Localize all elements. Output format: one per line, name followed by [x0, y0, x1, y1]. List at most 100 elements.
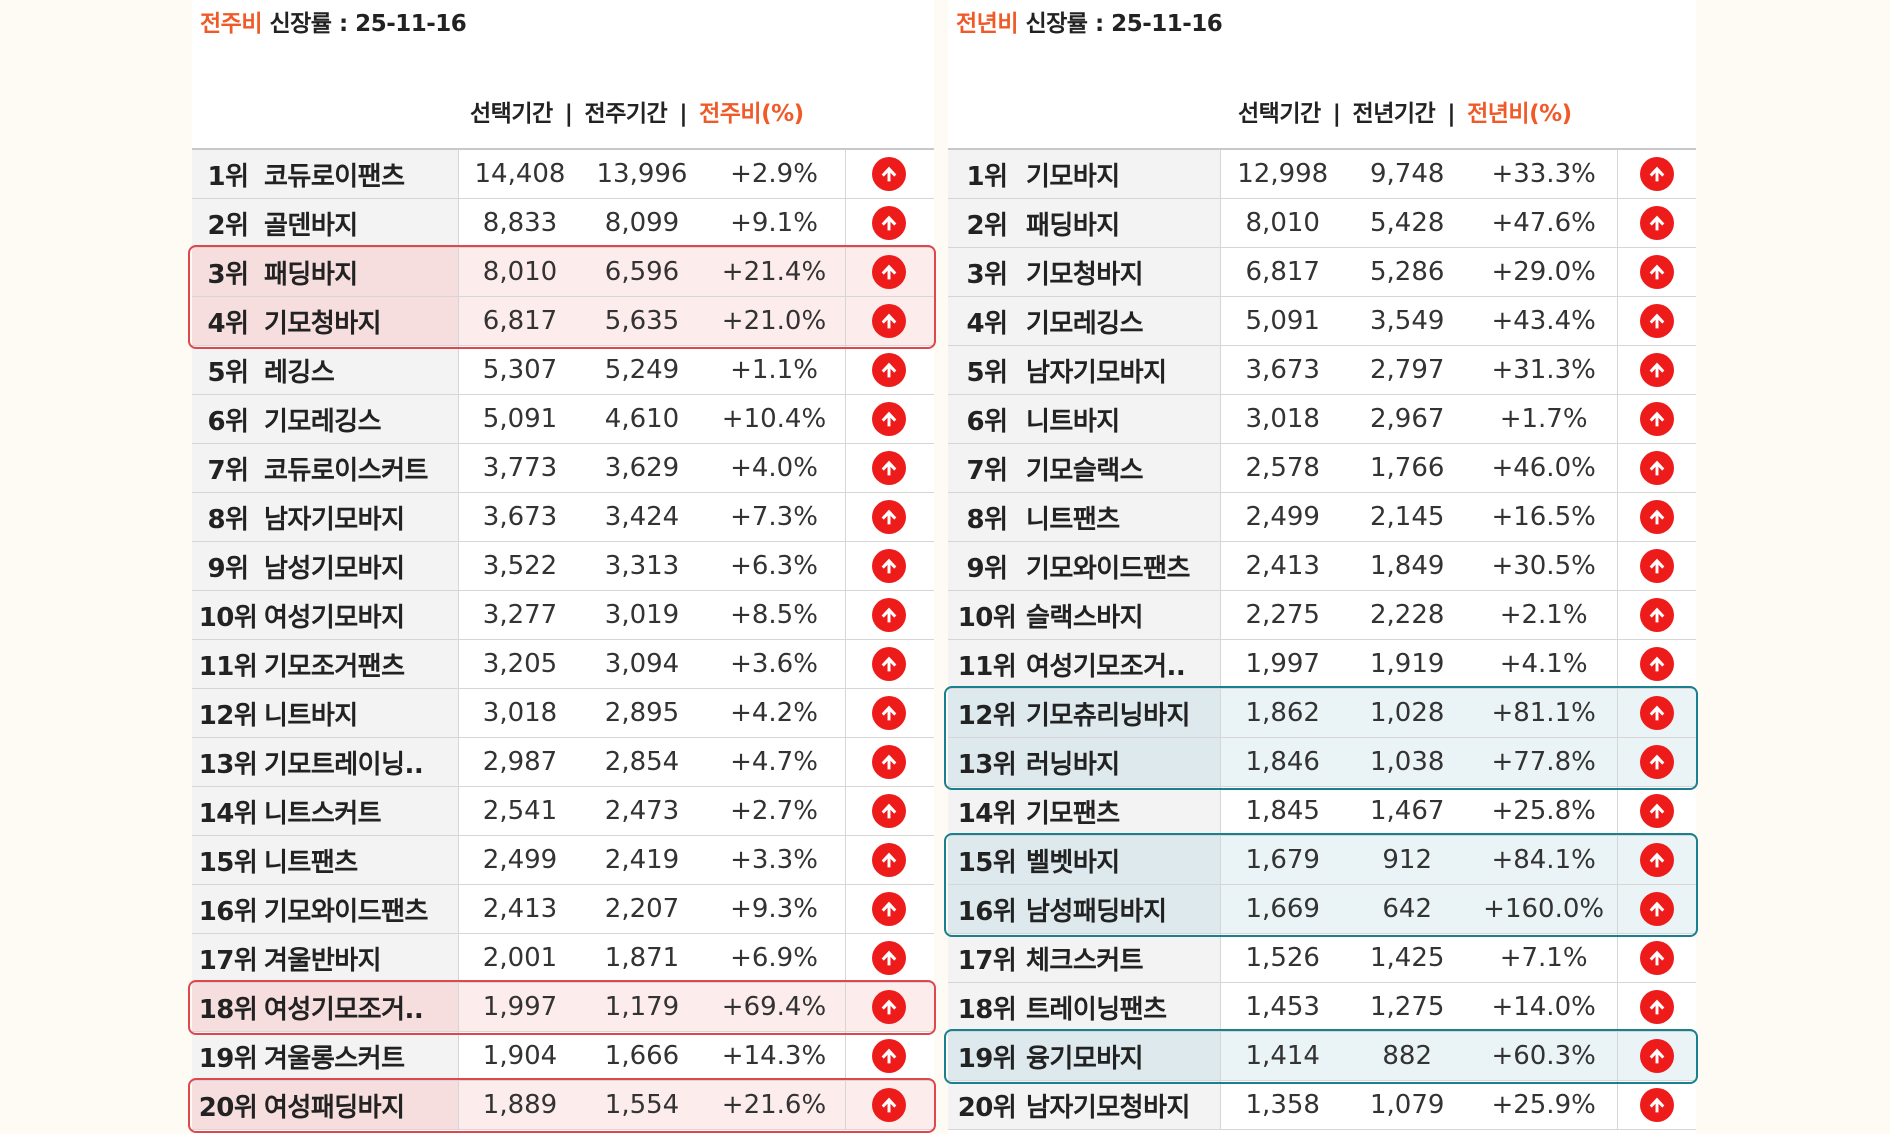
table-row[interactable]: 11위 기모조거팬츠 3,205 3,094 +3.6%	[192, 640, 934, 689]
table-row[interactable]: 13위 러닝바지 1,846 1,038 +77.8%	[948, 738, 1696, 787]
table-row[interactable]: 4위 기모청바지 6,817 5,635 +21.0%	[192, 297, 934, 346]
keyword-label[interactable]: 기모레깅스	[1026, 308, 1144, 339]
table-row[interactable]: 10위 여성기모바지 3,277 3,019 +8.5%	[192, 591, 934, 640]
keyword-label[interactable]: 벨벳바지	[1026, 847, 1120, 878]
keyword-label[interactable]: 기모츄리닝바지	[1026, 700, 1190, 731]
table-row[interactable]: 20위 여성패딩바지 1,889 1,554 +21.6%	[192, 1081, 934, 1130]
keyword-label[interactable]: 겨울반바지	[264, 945, 382, 976]
table-row[interactable]: 19위 겨울롱스커트 1,904 1,666 +14.3%	[192, 1032, 934, 1081]
previous-period-value: 1,554	[604, 1090, 680, 1120]
keyword-label[interactable]: 니트스커트	[264, 798, 382, 829]
previous-period-value: 1,766	[1370, 453, 1445, 483]
keyword-label[interactable]: 러닝바지	[1026, 749, 1120, 780]
selected-period-value: 2,499	[1245, 502, 1320, 532]
table-row[interactable]: 14위 기모팬츠 1,845 1,467 +25.8%	[948, 787, 1696, 836]
table-row[interactable]: 15위 니트팬츠 2,499 2,419 +3.3%	[192, 836, 934, 885]
keyword-label[interactable]: 융기모바지	[1026, 1043, 1144, 1074]
table-row[interactable]: 20위 남자기모청바지 1,358 1,079 +25.9%	[948, 1081, 1696, 1130]
keyword-label[interactable]: 기모청바지	[264, 308, 382, 339]
keyword-label[interactable]: 니트바지	[1026, 406, 1120, 437]
keyword-label[interactable]: 여성패딩바지	[264, 1092, 405, 1123]
change-percent-value: +7.3%	[730, 502, 818, 532]
keyword-label[interactable]: 레깅스	[264, 357, 335, 388]
change-percent-value: +3.6%	[730, 649, 818, 679]
table-row[interactable]: 19위 융기모바지 1,414 882 +60.3%	[948, 1032, 1696, 1081]
table-row[interactable]: 6위 기모레깅스 5,091 4,610 +10.4%	[192, 395, 934, 444]
table-row[interactable]: 16위 남성패딩바지 1,669 642 +160.0%	[948, 885, 1696, 934]
keyword-label[interactable]: 패딩바지	[264, 259, 358, 290]
keyword-label[interactable]: 남자기모바지	[1026, 357, 1167, 388]
keyword-label[interactable]: 골덴바지	[264, 210, 358, 241]
previous-period-value: 9,748	[1370, 159, 1445, 189]
table-row[interactable]: 9위 남성기모바지 3,522 3,313 +6.3%	[192, 542, 934, 591]
table-row[interactable]: 16위 기모와이드팬츠 2,413 2,207 +9.3%	[192, 885, 934, 934]
keyword-label[interactable]: 기모팬츠	[1026, 798, 1120, 829]
rank-label: 15위	[198, 847, 258, 878]
keyword-label[interactable]: 남성패딩바지	[1026, 896, 1167, 927]
keyword-label[interactable]: 기모와이드팬츠	[1026, 553, 1190, 584]
table-row[interactable]: 11위 여성기모조거.. 1,997 1,919 +4.1%	[948, 640, 1696, 689]
rank-keyword-cell: 2위 패딩바지	[948, 199, 1221, 247]
keyword-label[interactable]: 슬랙스바지	[1026, 602, 1144, 633]
keyword-label[interactable]: 겨울롱스커트	[264, 1043, 405, 1074]
table-row[interactable]: 2위 패딩바지 8,010 5,428 +47.6%	[948, 199, 1696, 248]
keyword-label[interactable]: 패딩바지	[1026, 210, 1120, 241]
table-row[interactable]: 12위 니트바지 3,018 2,895 +4.2%	[192, 689, 934, 738]
rank-label: 16위	[198, 896, 258, 927]
trend-cell	[845, 346, 932, 394]
table-row[interactable]: 5위 남자기모바지 3,673 2,797 +31.3%	[948, 346, 1696, 395]
keyword-label[interactable]: 기모슬랙스	[1026, 455, 1144, 486]
keyword-label[interactable]: 기모와이드팬츠	[264, 896, 428, 927]
table-row[interactable]: 8위 남자기모바지 3,673 3,424 +7.3%	[192, 493, 934, 542]
table-row[interactable]: 17위 체크스커트 1,526 1,425 +7.1%	[948, 934, 1696, 983]
keyword-label[interactable]: 기모트레이닝..	[264, 749, 424, 780]
selected-period-value: 2,987	[482, 747, 558, 777]
change-percent-value: +14.3%	[721, 1041, 827, 1071]
table-row[interactable]: 10위 슬랙스바지 2,275 2,228 +2.1%	[948, 591, 1696, 640]
keyword-label[interactable]: 트레이닝팬츠	[1026, 994, 1167, 1025]
keyword-label[interactable]: 여성기모조거..	[1026, 651, 1186, 682]
keyword-label[interactable]: 니트바지	[264, 700, 358, 731]
table-row[interactable]: 1위 기모바지 12,998 9,748 +33.3%	[948, 150, 1696, 199]
keyword-label[interactable]: 니트팬츠	[1026, 504, 1120, 535]
table-row[interactable]: 8위 니트팬츠 2,499 2,145 +16.5%	[948, 493, 1696, 542]
previous-period-value: 3,424	[604, 502, 680, 532]
table-row[interactable]: 14위 니트스커트 2,541 2,473 +2.7%	[192, 787, 934, 836]
table-row[interactable]: 9위 기모와이드팬츠 2,413 1,849 +30.5%	[948, 542, 1696, 591]
keyword-label[interactable]: 남자기모바지	[264, 504, 405, 535]
keyword-label[interactable]: 여성기모바지	[264, 602, 405, 633]
keyword-label[interactable]: 코듀로이팬츠	[264, 161, 405, 192]
keyword-label[interactable]: 기모바지	[1026, 161, 1120, 192]
table-row[interactable]: 15위 벨벳바지 1,679 912 +84.1%	[948, 836, 1696, 885]
table-row[interactable]: 1위 코듀로이팬츠 14,408 13,996 +2.9%	[192, 150, 934, 199]
table-row[interactable]: 6위 니트바지 3,018 2,967 +1.7%	[948, 395, 1696, 444]
keyword-label[interactable]: 기모레깅스	[264, 406, 382, 437]
keyword-label[interactable]: 코듀로이스커트	[264, 455, 428, 486]
rank-keyword-cell: 14위 기모팬츠	[948, 787, 1221, 835]
table-row[interactable]: 5위 레깅스 5,307 5,249 +1.1%	[192, 346, 934, 395]
arrow-up-circle-icon	[1640, 402, 1675, 436]
table-row[interactable]: 4위 기모레깅스 5,091 3,549 +43.4%	[948, 297, 1696, 346]
keyword-label[interactable]: 니트팬츠	[264, 847, 358, 878]
keyword-label[interactable]: 기모조거팬츠	[264, 651, 405, 682]
keyword-label[interactable]: 남자기모청바지	[1026, 1092, 1190, 1123]
table-row[interactable]: 7위 코듀로이스커트 3,773 3,629 +4.0%	[192, 444, 934, 493]
table-row[interactable]: 17위 겨울반바지 2,001 1,871 +6.9%	[192, 934, 934, 983]
table-row[interactable]: 7위 기모슬랙스 2,578 1,766 +46.0%	[948, 444, 1696, 493]
selected-period-value: 1,862	[1245, 698, 1320, 728]
table-row[interactable]: 12위 기모츄리닝바지 1,862 1,028 +81.1%	[948, 689, 1696, 738]
table-row[interactable]: 18위 트레이닝팬츠 1,453 1,275 +14.0%	[948, 983, 1696, 1032]
rank-label: 16위	[957, 896, 1017, 927]
table-row[interactable]: 2위 골덴바지 8,833 8,099 +9.1%	[192, 199, 934, 248]
keyword-label[interactable]: 기모청바지	[1026, 259, 1144, 290]
table-row[interactable]: 3위 패딩바지 8,010 6,596 +21.4%	[192, 248, 934, 297]
table-row[interactable]: 18위 여성기모조거.. 1,997 1,179 +69.4%	[192, 983, 934, 1032]
keyword-label[interactable]: 여성기모조거..	[264, 994, 424, 1025]
rank-label: 17위	[198, 945, 258, 976]
change-percent-value: +2.9%	[730, 159, 818, 189]
keyword-label[interactable]: 남성기모바지	[264, 553, 405, 584]
rank-label: 5위	[966, 357, 1008, 388]
keyword-label[interactable]: 체크스커트	[1026, 945, 1144, 976]
table-row[interactable]: 3위 기모청바지 6,817 5,286 +29.0%	[948, 248, 1696, 297]
table-row[interactable]: 13위 기모트레이닝.. 2,987 2,854 +4.7%	[192, 738, 934, 787]
